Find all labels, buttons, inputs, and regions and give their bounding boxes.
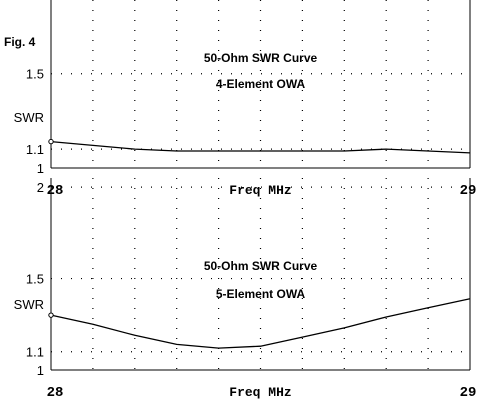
x-tick-label: 28 (47, 183, 64, 199)
chart-1: 2 1.5 1.1 1 SWR 28 29 Freq MHz 50-Ohm SWR Curve 4… (14, 0, 477, 199)
y-tick-label: 1.1 (26, 345, 44, 360)
x-axis-label: Freq MHz (229, 183, 291, 198)
y-axis-label: SWR (14, 110, 44, 125)
y-axis-label: SWR (14, 297, 44, 312)
y-tick-label: 2 (37, 180, 44, 195)
chart-title: 50-Ohm SWR Curve (204, 259, 318, 273)
y-tick-label: 1.1 (26, 142, 44, 157)
chart-title: 50-Ohm SWR Curve (204, 51, 318, 65)
y-tick-label: 1.5 (26, 67, 44, 82)
series-start-marker (48, 312, 54, 318)
series-line (50, 298, 471, 349)
y-tick-label: 1.5 (26, 272, 44, 287)
chart-2: 2 1.5 1.1 1 SWR 28 29 Freq MHz 50-Ohm SWR Curve 5… (14, 178, 477, 400)
x-tick-label: 29 (460, 183, 477, 199)
chart-subtitle: 5-Element OWA (216, 287, 306, 301)
figure-label: Fig. 4 (4, 35, 36, 49)
x-tick-label: 28 (47, 385, 64, 400)
x-axis-label: Freq MHz (229, 385, 291, 400)
x-tick-label: 29 (460, 385, 477, 400)
series-start-marker (48, 138, 54, 145)
series-line (50, 140, 471, 154)
y-tick-label: 1 (37, 363, 44, 378)
y-tick-label: 1 (37, 161, 44, 176)
chart-subtitle: 4-Element OWA (216, 77, 306, 91)
